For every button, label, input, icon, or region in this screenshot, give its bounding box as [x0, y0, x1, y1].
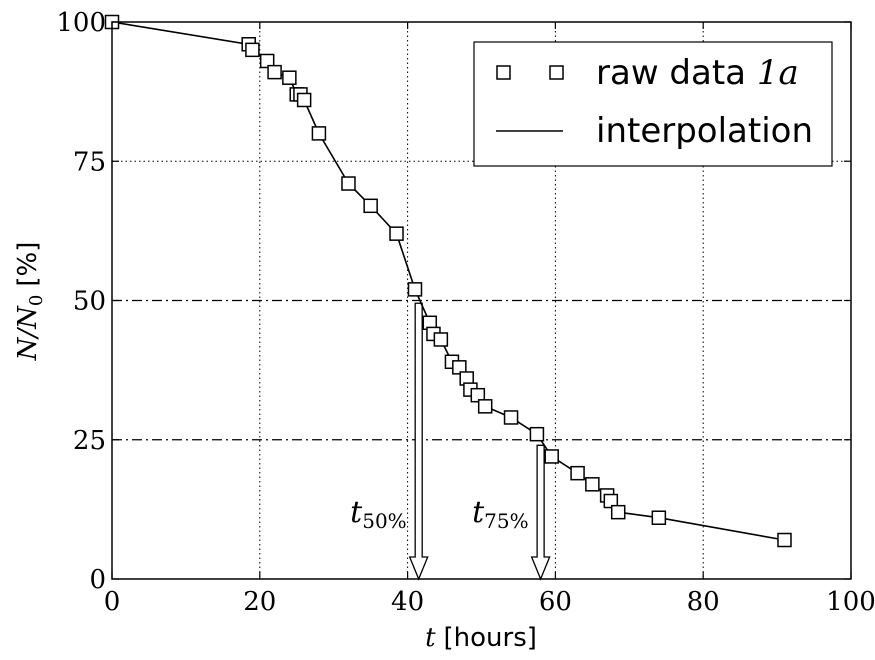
annotation-arrow	[408, 302, 429, 581]
data-point-marker	[311, 126, 327, 141]
y-tick-label: 75	[73, 147, 106, 177]
x-tick-label: 20	[243, 587, 276, 617]
data-point-marker	[433, 332, 449, 347]
data-point-marker	[570, 465, 585, 481]
data-point-marker	[389, 226, 404, 241]
legend-label-interpolation: interpolation	[596, 111, 813, 151]
x-axis-title: t [hours]	[425, 623, 537, 653]
reference-lines	[112, 299, 851, 441]
legend-label-raw-data: raw data 1a	[596, 53, 799, 93]
data-point-marker	[610, 504, 626, 520]
annotation-labels: t50% t75%	[350, 495, 528, 533]
annotation-arrows	[408, 302, 551, 581]
data-point-marker	[529, 426, 545, 442]
y-tick-label: 25	[73, 426, 106, 456]
legend-marker-square	[496, 65, 511, 80]
data-point-marker	[259, 53, 275, 69]
data-point-marker	[544, 449, 559, 464]
annotation-label: t75%	[472, 495, 529, 533]
data-point-marker	[363, 198, 378, 214]
axis-ticks: 0 20 40 60 80 100 0 25 50 75 100	[56, 8, 875, 617]
data-point-marker	[777, 532, 792, 548]
x-tick-label: 0	[104, 587, 121, 617]
data-point-marker	[407, 282, 423, 297]
data-point-marker	[470, 387, 486, 403]
y-tick-label: 0	[89, 565, 106, 595]
annotation-label: t50%	[350, 495, 407, 533]
y-tick-label: 100	[56, 8, 106, 38]
data-point-marker	[296, 92, 312, 108]
data-point-marker	[341, 176, 356, 191]
data-point-marker	[603, 493, 619, 509]
data-point-marker	[245, 42, 260, 58]
x-tick-label: 40	[391, 587, 424, 617]
data-point-marker	[503, 410, 519, 425]
data-point-marker	[585, 477, 600, 492]
y-axis-title: N/N0[%]	[13, 242, 47, 362]
legend: raw data 1a interpolation	[473, 41, 833, 167]
x-tick-label: 60	[539, 587, 572, 617]
x-tick-label: 100	[826, 587, 875, 617]
annotation-arrow	[530, 444, 551, 581]
legend-box	[473, 41, 833, 167]
x-tick-label: 80	[687, 587, 720, 617]
data-point-marker	[452, 360, 467, 375]
data-point-marker	[477, 399, 493, 414]
legend-marker-square	[549, 65, 564, 80]
data-point-marker	[267, 64, 282, 80]
data-point-marker	[651, 510, 667, 525]
y-tick-label: 50	[73, 287, 106, 317]
data-point-marker	[282, 70, 297, 85]
data-series	[104, 14, 792, 548]
